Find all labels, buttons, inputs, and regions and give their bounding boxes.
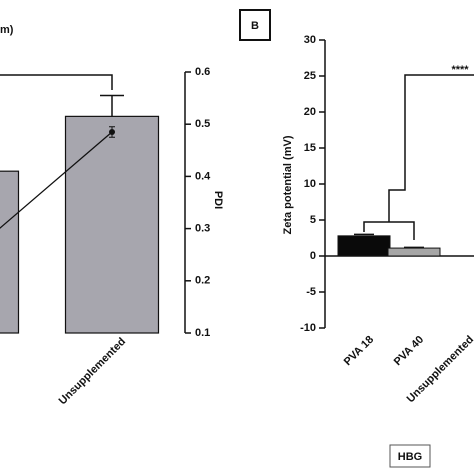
y-tick-label: -5 [306,286,316,298]
y2-tick-label: 0.5 [195,118,210,130]
y-tick-label: 5 [310,214,316,226]
x-tick-label: PVA 18 [342,334,376,368]
legend-box [389,444,431,468]
panel-box [239,9,271,41]
y2-tick-label: 0.2 [195,275,210,287]
y2-tick-label: 0.6 [195,66,210,78]
error-bar [100,94,124,117]
panel-label: B [251,20,259,32]
bar [0,170,20,334]
annotation: **** [451,64,469,76]
y-tick-label: 30 [304,34,316,46]
bar [64,115,160,334]
x-tick-label: PVA 40 [392,334,426,368]
legend-label: HBG [398,451,422,463]
bracket [363,74,474,240]
y-tick-label: 15 [304,142,316,154]
y2-tick-label: 0.1 [195,327,210,339]
y-tick-label: 25 [304,70,316,82]
y-tick-label: 0 [310,250,316,262]
bar [387,247,441,257]
error-bar [109,126,115,138]
y2-tick-label: 0.3 [195,223,210,235]
y-tick-label: 10 [304,178,316,190]
y2-axis-label: PDI [212,191,224,209]
y-tick-label: -10 [300,322,316,334]
bar [337,235,391,257]
y-tick-label: 20 [304,106,316,118]
y2-tick-label: 0.4 [195,170,211,182]
y-axis-label: Zeta potential (mV) [282,135,294,234]
x-tick-label: Unsupplemented [57,336,129,408]
bracket [0,74,113,90]
line [0,131,113,229]
chart-title: m) [0,24,14,36]
